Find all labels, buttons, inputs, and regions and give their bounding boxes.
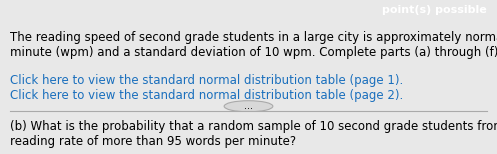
Text: Click here to view the standard normal distribution table (page 2).: Click here to view the standard normal d…	[10, 89, 403, 102]
Text: point(s) possible: point(s) possible	[382, 5, 487, 15]
Ellipse shape	[224, 101, 273, 112]
Text: The reading speed of second grade students in a large city is approximately norm: The reading speed of second grade studen…	[10, 31, 497, 59]
Text: (b) What is the probability that a random sample of 10 second grade students fro: (b) What is the probability that a rando…	[10, 120, 497, 148]
Text: ...: ...	[244, 101, 253, 111]
Text: Click here to view the standard normal distribution table (page 1).: Click here to view the standard normal d…	[10, 74, 403, 87]
